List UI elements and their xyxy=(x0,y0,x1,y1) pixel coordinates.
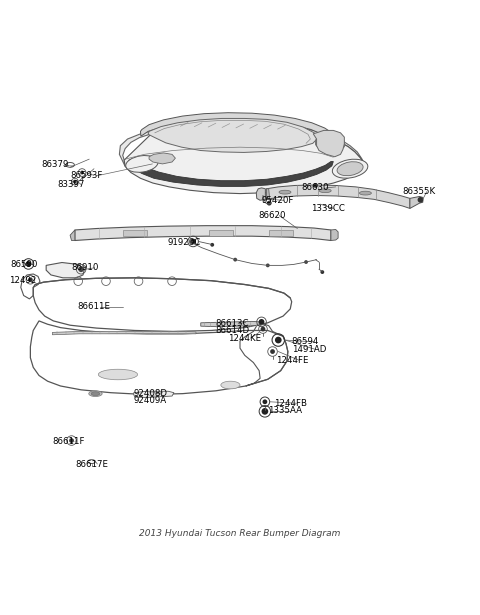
Circle shape xyxy=(304,260,308,264)
Polygon shape xyxy=(52,331,196,335)
Ellipse shape xyxy=(91,392,100,395)
Text: 92409A: 92409A xyxy=(134,396,167,405)
Polygon shape xyxy=(149,153,175,164)
Text: 86379: 86379 xyxy=(41,161,69,169)
Ellipse shape xyxy=(89,391,102,397)
Text: 1244FB: 1244FB xyxy=(275,399,308,408)
Text: 91920C: 91920C xyxy=(167,238,201,247)
Text: 86590: 86590 xyxy=(10,260,37,269)
Ellipse shape xyxy=(319,189,331,192)
Ellipse shape xyxy=(221,381,240,389)
Text: 1244KE: 1244KE xyxy=(228,333,261,343)
Circle shape xyxy=(210,243,214,247)
Polygon shape xyxy=(70,230,75,240)
Polygon shape xyxy=(124,127,363,194)
Polygon shape xyxy=(313,130,344,157)
Polygon shape xyxy=(269,231,293,236)
Text: 86617E: 86617E xyxy=(75,459,108,469)
Circle shape xyxy=(263,399,267,404)
Text: 12492: 12492 xyxy=(9,276,36,285)
Circle shape xyxy=(78,266,84,272)
Circle shape xyxy=(80,170,84,175)
Ellipse shape xyxy=(360,191,372,195)
Polygon shape xyxy=(123,231,147,236)
Ellipse shape xyxy=(332,159,368,178)
Polygon shape xyxy=(141,113,336,144)
Ellipse shape xyxy=(98,369,138,380)
Circle shape xyxy=(233,258,237,261)
Polygon shape xyxy=(201,322,259,327)
Polygon shape xyxy=(410,196,423,208)
Circle shape xyxy=(267,200,272,205)
Text: 86594: 86594 xyxy=(292,338,319,346)
Text: 1339CC: 1339CC xyxy=(311,204,345,213)
Circle shape xyxy=(261,327,265,331)
Text: 86910: 86910 xyxy=(72,263,99,272)
Ellipse shape xyxy=(279,190,291,194)
Circle shape xyxy=(73,180,77,183)
Polygon shape xyxy=(316,134,344,153)
Circle shape xyxy=(28,277,33,282)
Circle shape xyxy=(321,270,324,274)
Polygon shape xyxy=(134,391,174,397)
Text: 86630: 86630 xyxy=(301,183,329,192)
Text: 83397: 83397 xyxy=(57,180,84,189)
Text: 1244FE: 1244FE xyxy=(276,355,308,365)
Text: 86611F: 86611F xyxy=(52,437,85,446)
Polygon shape xyxy=(209,231,233,236)
Ellipse shape xyxy=(126,156,158,172)
Circle shape xyxy=(275,336,282,343)
Polygon shape xyxy=(256,188,265,200)
Circle shape xyxy=(259,319,264,325)
Polygon shape xyxy=(75,226,331,240)
Circle shape xyxy=(270,349,275,354)
Polygon shape xyxy=(148,119,318,153)
Circle shape xyxy=(69,438,74,443)
Circle shape xyxy=(25,261,31,267)
Ellipse shape xyxy=(337,162,363,176)
Text: 92408D: 92408D xyxy=(134,389,168,398)
Circle shape xyxy=(313,183,318,188)
Circle shape xyxy=(418,197,423,203)
Text: 86613C: 86613C xyxy=(215,319,249,328)
Polygon shape xyxy=(129,159,333,186)
Text: 86620: 86620 xyxy=(258,211,286,220)
Text: 86611E: 86611E xyxy=(77,302,110,311)
Text: 2013 Hyundai Tucson Rear Bumper Diagram: 2013 Hyundai Tucson Rear Bumper Diagram xyxy=(139,529,341,538)
Circle shape xyxy=(266,263,270,268)
Circle shape xyxy=(190,239,196,244)
Text: 1491AD: 1491AD xyxy=(292,344,326,354)
Text: 95420F: 95420F xyxy=(262,196,294,205)
Polygon shape xyxy=(266,185,410,208)
Text: 86355K: 86355K xyxy=(403,187,436,196)
Text: 86593F: 86593F xyxy=(70,171,102,180)
Text: 1335AA: 1335AA xyxy=(268,407,302,415)
Polygon shape xyxy=(46,263,84,278)
Circle shape xyxy=(262,408,268,415)
Polygon shape xyxy=(120,122,364,166)
Text: 86614D: 86614D xyxy=(215,326,249,335)
Polygon shape xyxy=(266,189,270,199)
Polygon shape xyxy=(331,229,338,240)
Ellipse shape xyxy=(147,392,160,396)
